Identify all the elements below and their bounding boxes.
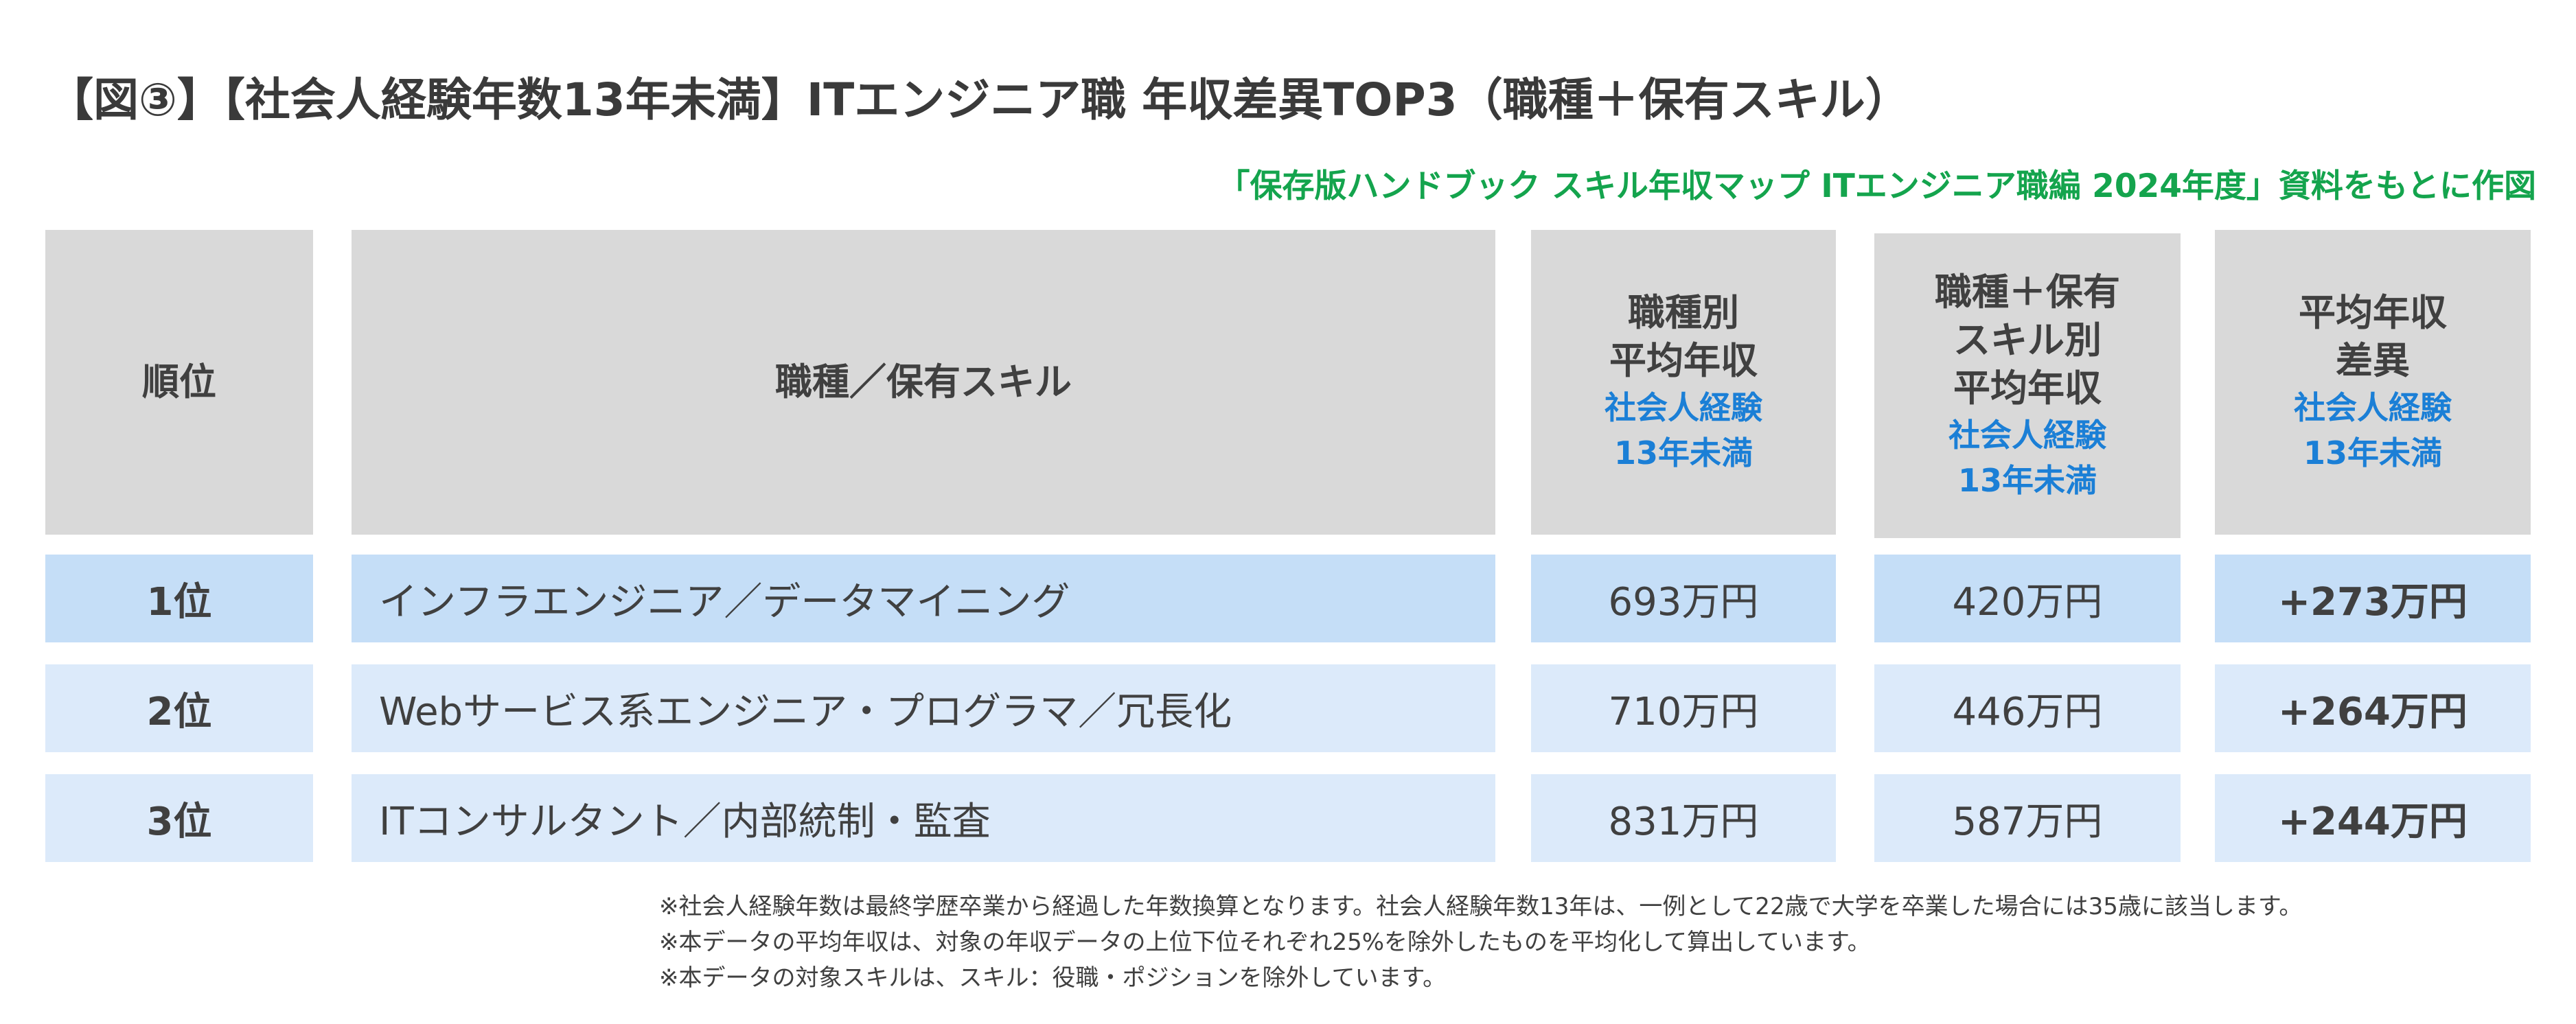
row3-rank: 3位: [45, 774, 313, 862]
row1-job-avg: 693万円: [1531, 555, 1836, 642]
source-note: 「保存版ハンドブック スキル年収マップ ITエンジニア職編 2024年度」資料を…: [1217, 167, 2536, 205]
header-skill-avg-sub2: 13年未満: [1957, 462, 2097, 499]
footnote-2: ※本データの平均年収は、対象の年収データの上位下位それぞれ25%を除外したものを…: [659, 929, 1871, 956]
row1-skill-avg: 420万円: [1874, 555, 2181, 642]
header-skill-avg: 職種＋保有 スキル別 平均年収 社会人経験 13年未満: [1874, 233, 2181, 538]
header-skill-avg-sub1: 社会人経験: [1948, 417, 2106, 454]
page-title: 【図③】【社会人経験年数13年未満】ITエンジニア職 年収差異TOP3（職種＋保…: [48, 73, 1911, 126]
row3-diff: +244万円: [2215, 774, 2531, 862]
header-job-label: 職種／保有スキル: [775, 360, 1072, 404]
row2-rank: 2位: [45, 664, 313, 752]
header-rank: 順位: [45, 230, 313, 535]
footnotes: ※社会人経験年数は最終学歴卒業から経過した年数換算となります。社会人経験年数13…: [659, 889, 2302, 996]
header-diff-line2: 差異: [2336, 339, 2410, 382]
header-job-avg: 職種別 平均年収 社会人経験 13年未満: [1531, 230, 1836, 535]
footnote-3: ※本データの対象スキルは、スキル：役職・ポジションを除外しています。: [659, 964, 1447, 992]
footnote-1: ※社会人経験年数は最終学歴卒業から経過した年数換算となります。社会人経験年数13…: [659, 893, 2303, 920]
row2-skill-avg: 446万円: [1874, 664, 2181, 752]
header-job-avg-line1: 職種別: [1628, 291, 1739, 334]
row3-skill-avg: 587万円: [1874, 774, 2181, 862]
header-job-avg-sub1: 社会人経験: [1605, 389, 1762, 426]
header-rank-label: 順位: [142, 360, 216, 404]
header-diff-line1: 平均年収: [2299, 291, 2447, 334]
header-diff: 平均年収 差異 社会人経験 13年未満: [2215, 230, 2531, 535]
row1-diff: +273万円: [2215, 555, 2531, 642]
header-job-avg-line2: 平均年収: [1609, 339, 1758, 382]
row2-job-avg: 710万円: [1531, 664, 1836, 752]
header-job: 職種／保有スキル: [352, 230, 1495, 535]
header-diff-sub2: 13年未満: [2303, 434, 2442, 472]
header-diff-sub1: 社会人経験: [2294, 389, 2452, 426]
header-skill-avg-line3: 平均年収: [1953, 366, 2102, 410]
row2-job: Webサービス系エンジニア・プログラマ／冗長化: [352, 664, 1495, 752]
row1-rank: 1位: [45, 555, 313, 642]
row1-job: インフラエンジニア／データマイニング: [352, 555, 1495, 642]
header-skill-avg-line1: 職種＋保有: [1935, 270, 2120, 314]
row3-job-avg: 831万円: [1531, 774, 1836, 862]
row2-diff: +264万円: [2215, 664, 2531, 752]
header-skill-avg-line2: スキル別: [1953, 318, 2102, 362]
header-job-avg-sub2: 13年未満: [1613, 434, 1753, 472]
row3-job: ITコンサルタント／内部統制・監査: [352, 774, 1495, 862]
